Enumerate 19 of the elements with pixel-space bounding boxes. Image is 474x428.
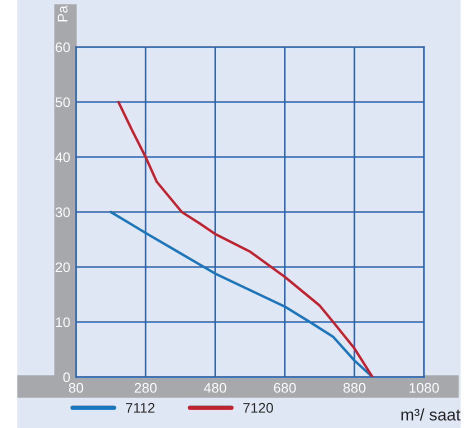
legend-label: 7120 — [243, 402, 273, 413]
y-tick-label: 10 — [56, 317, 70, 328]
x-tick-label: 1080 — [410, 382, 439, 393]
legend-label: 7112 — [126, 402, 154, 413]
x-tick-label: 880 — [343, 382, 366, 393]
x-tick-label: 80 — [68, 382, 84, 393]
x-tick-label: 280 — [134, 382, 157, 393]
line-series — [110, 210, 374, 377]
x-tick-label: 480 — [204, 382, 226, 393]
line-series — [117, 100, 374, 377]
x-tick-label: 680 — [274, 382, 296, 393]
y-tick-label: 30 — [56, 207, 70, 218]
y-tick-label: 50 — [56, 97, 70, 108]
y-tick-label: 0 — [63, 372, 70, 382]
y-axis-title: Pa — [58, 6, 68, 22]
y-tick-label: 40 — [55, 152, 70, 162]
x-axis-title: m³/ saat — [401, 408, 460, 421]
y-tick-label: 20 — [56, 262, 70, 272]
y-tick-label: 60 — [56, 42, 70, 52]
